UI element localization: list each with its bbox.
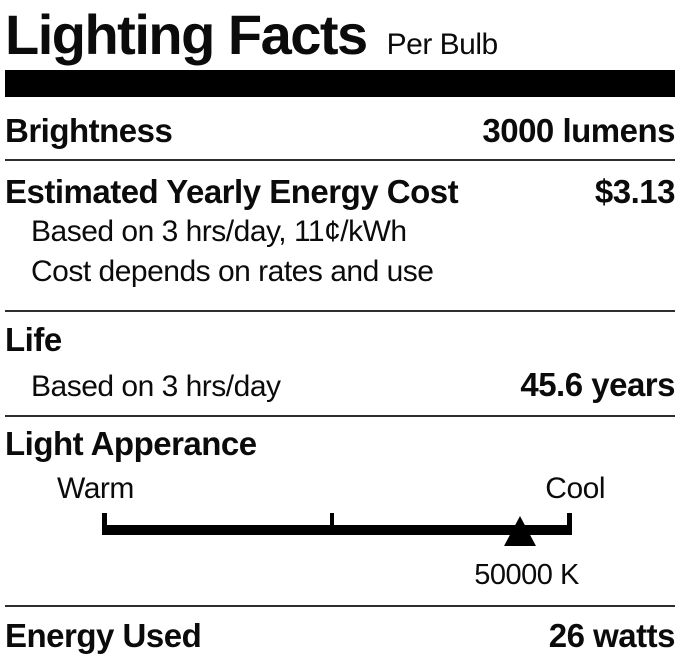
- divider: [5, 605, 675, 607]
- page-title: Lighting Facts: [5, 3, 368, 66]
- energy-cost-row: Estimated Yearly Energy Cost $3.13: [5, 172, 676, 212]
- scale-right-tick: [567, 513, 572, 535]
- energy-cost-value: $3.13: [594, 173, 676, 210]
- color-temperature-scale-area: 50000 K: [5, 513, 675, 605]
- header: Lighting Facts Per Bulb: [5, 4, 675, 66]
- color-temperature-scale: 50000 K: [102, 513, 579, 591]
- energy-cost-basis-note: Based on 3 hrs/day, 11¢/kWh: [31, 215, 407, 248]
- light-appearance-label: Light Apperance: [5, 425, 257, 462]
- energy-cost-label: Estimated Yearly Energy Cost: [5, 173, 459, 210]
- divider: [5, 310, 675, 312]
- life-basis-note: Based on 3 hrs/day: [31, 370, 281, 403]
- brightness-value: 3000 lumens: [482, 112, 675, 149]
- divider: [5, 415, 675, 417]
- energy-used-value: 26 watts: [548, 617, 676, 654]
- warm-label: Warm: [57, 472, 134, 505]
- warm-cool-row: Warm Cool: [5, 471, 675, 507]
- scale-mid-tick: [329, 513, 334, 526]
- brightness-label: Brightness: [5, 112, 173, 149]
- energy-used-label: Energy Used: [5, 617, 202, 654]
- life-row: Based on 3 hrs/day 45.6 years: [5, 366, 675, 404]
- divider: [5, 159, 675, 161]
- brightness-row: Brightness 3000 lumens: [5, 110, 675, 152]
- kelvin-value: 50000 K: [474, 559, 579, 591]
- cool-label: Cool: [545, 472, 605, 505]
- scale-left-tick: [102, 513, 107, 535]
- scale-bar: [102, 525, 572, 535]
- energy-cost-disclaimer-note: Cost depends on rates and use: [31, 255, 434, 288]
- per-bulb-subtitle: Per Bulb: [386, 28, 499, 61]
- kelvin-marker-triangle-icon: [504, 516, 537, 546]
- lighting-facts-label: Lighting Facts Per Bulb Brightness 3000 …: [5, 4, 676, 656]
- header-black-bar: [5, 70, 675, 97]
- energy-used-row: Energy Used 26 watts: [5, 616, 676, 656]
- life-value: 45.6 years: [520, 366, 675, 403]
- life-label: Life: [5, 321, 62, 358]
